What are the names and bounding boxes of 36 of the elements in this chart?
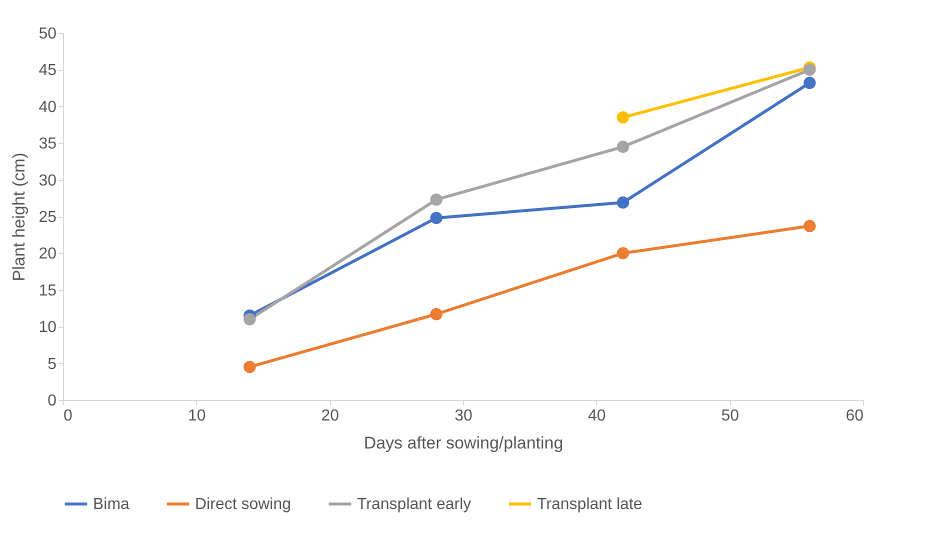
point [804,76,816,90]
legend-label: Bima [93,496,130,513]
point [616,196,630,209]
y-tick-label: 25 [38,209,57,226]
x-tick-label: 10 [188,408,206,424]
point [616,140,630,153]
legend-label: Transplant late [537,496,642,513]
y-tick-label: 20 [38,246,57,263]
y-tick-label: 35 [38,136,57,153]
point [430,308,442,320]
legend-label: Direct sowing [195,496,292,513]
y-tick-label: 0 [48,392,57,410]
x-tick-label: 40 [588,408,606,424]
x-tick-label: 30 [454,408,472,424]
x-tick-label: 50 [721,408,740,424]
point [804,220,816,232]
point [430,194,442,206]
legend-label: Transplant early [357,496,472,513]
x-tick-label: 20 [321,408,340,424]
y-tick-label: 15 [38,282,57,300]
point [616,247,630,260]
x-tick-label: 60 [846,408,864,424]
y-tick-label: 5 [48,356,57,373]
y-tick-label: 30 [38,172,57,190]
point [430,212,442,224]
point [244,360,256,374]
y-axis-title: Plant height (cm) [10,152,29,282]
y-tick-label: 45 [38,62,57,80]
y-tick-label: 50 [38,26,57,42]
x-axis-title: Days after sowing/planting [364,434,564,452]
point [244,313,256,326]
y-tick-label: 10 [38,319,57,336]
point [804,64,816,76]
x-tick-label: 0 [64,408,72,424]
y-tick-label: 40 [38,98,57,116]
point [616,111,630,124]
